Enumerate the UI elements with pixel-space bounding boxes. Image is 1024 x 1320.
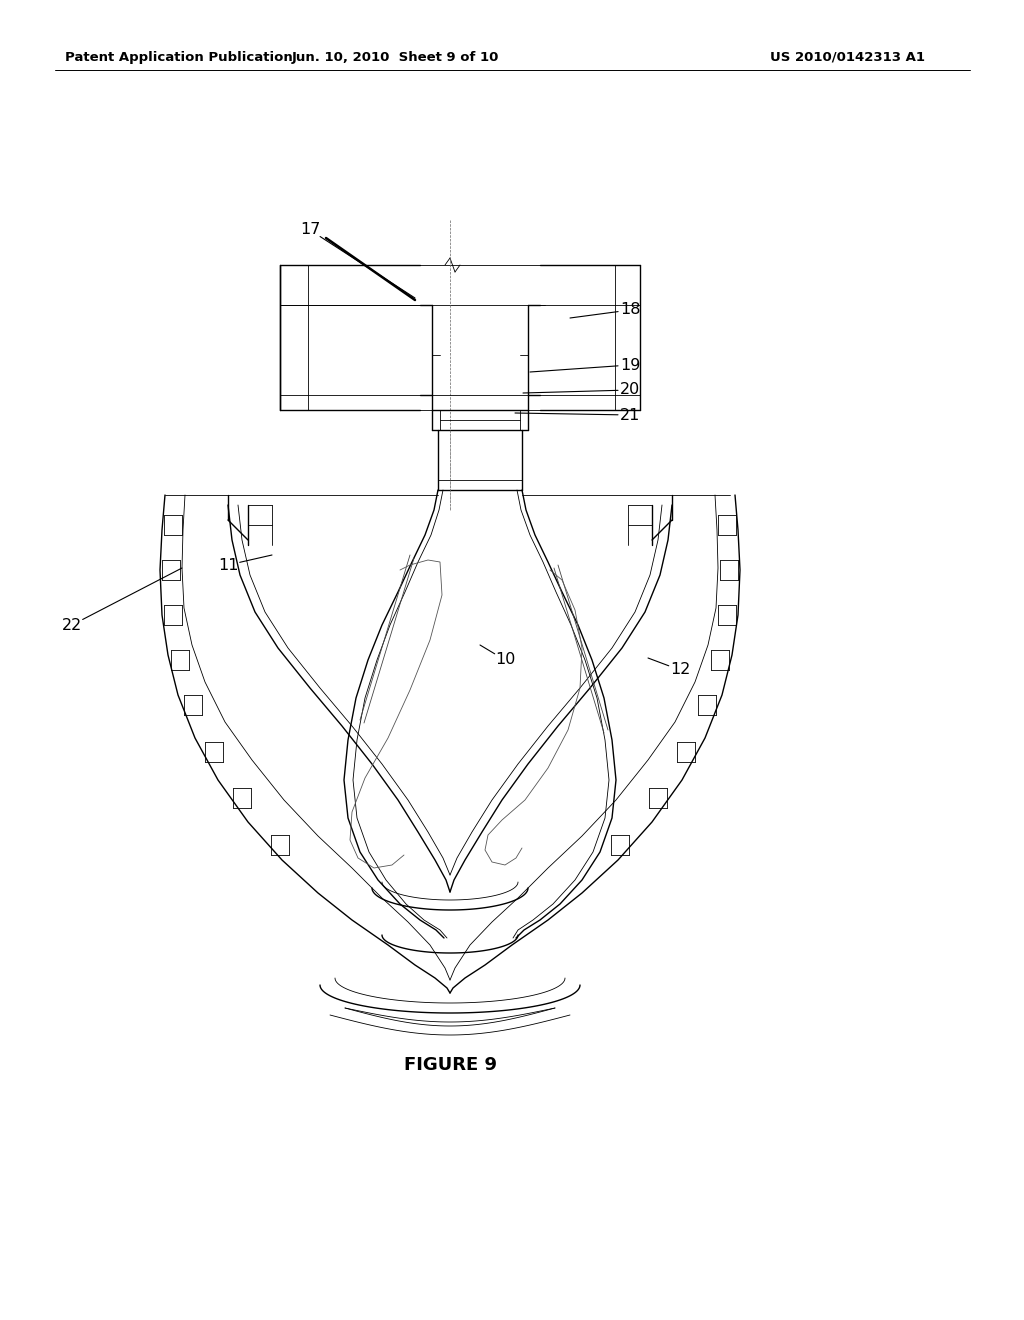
Text: Jun. 10, 2010  Sheet 9 of 10: Jun. 10, 2010 Sheet 9 of 10 [291,50,499,63]
Text: 20: 20 [620,383,640,397]
Text: 22: 22 [61,618,82,632]
Text: 21: 21 [620,408,640,422]
Text: 18: 18 [620,302,640,318]
Text: 12: 12 [670,663,690,677]
Text: US 2010/0142313 A1: US 2010/0142313 A1 [770,50,925,63]
Text: 17: 17 [300,223,321,238]
Text: FIGURE 9: FIGURE 9 [403,1056,497,1074]
Text: 19: 19 [620,358,640,372]
Text: Patent Application Publication: Patent Application Publication [65,50,293,63]
Text: 11: 11 [218,557,239,573]
Text: 10: 10 [495,652,515,668]
